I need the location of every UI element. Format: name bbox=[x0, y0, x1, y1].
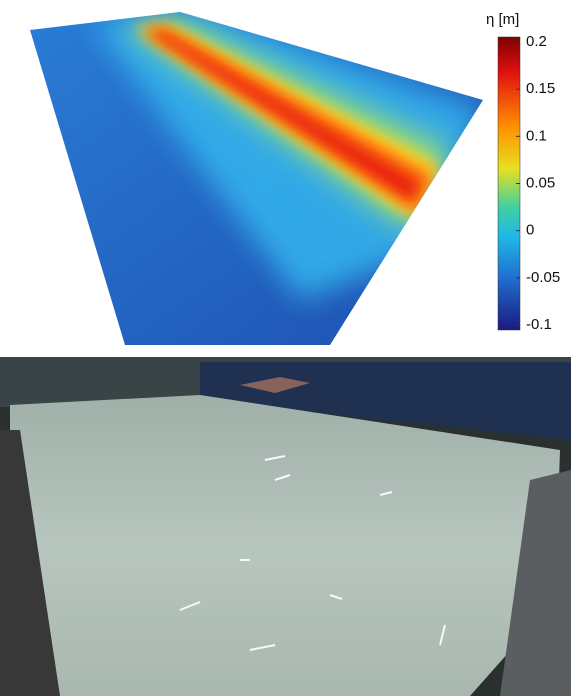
figure: η [m] 0.2 0.15 0.1 0.05 0 -0.05 -0.1 bbox=[0, 0, 571, 696]
colorbar-tick-label: 0.1 bbox=[526, 127, 547, 144]
colorbar-tick-label: 0.15 bbox=[526, 80, 555, 97]
photo bbox=[0, 357, 571, 696]
colorbar-tick-label: 0.2 bbox=[526, 33, 547, 50]
surface bbox=[0, 0, 500, 350]
page: η [m] 0.20.150.10.050-0.05-0.1 (() => { … bbox=[0, 0, 571, 696]
colorbar-tick-label: 0.05 bbox=[526, 174, 555, 191]
colorbar-tick-label: 0 bbox=[526, 222, 534, 239]
colorbar-tick-label: -0.1 bbox=[526, 316, 552, 333]
colorbar-ticks: 0.2 0.15 0.1 0.05 0 -0.05 -0.1 bbox=[516, 33, 560, 333]
colorbar-tick-label: -0.05 bbox=[526, 269, 560, 286]
colorbar-label: η [m] bbox=[486, 11, 519, 28]
